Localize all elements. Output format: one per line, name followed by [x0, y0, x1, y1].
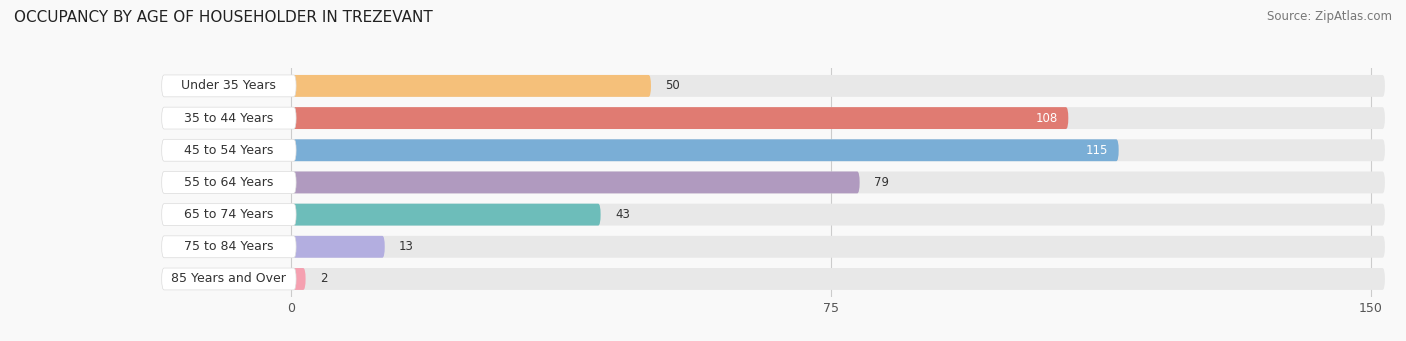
FancyBboxPatch shape — [291, 107, 1069, 129]
FancyBboxPatch shape — [162, 236, 1385, 258]
FancyBboxPatch shape — [291, 204, 600, 225]
FancyBboxPatch shape — [162, 236, 297, 258]
Text: Under 35 Years: Under 35 Years — [181, 79, 277, 92]
Text: 35 to 44 Years: 35 to 44 Years — [184, 112, 274, 124]
Text: 43: 43 — [614, 208, 630, 221]
FancyBboxPatch shape — [162, 139, 1385, 161]
FancyBboxPatch shape — [162, 204, 1385, 225]
FancyBboxPatch shape — [162, 172, 1385, 193]
FancyBboxPatch shape — [291, 268, 305, 290]
Text: 75 to 84 Years: 75 to 84 Years — [184, 240, 274, 253]
Text: 115: 115 — [1085, 144, 1108, 157]
FancyBboxPatch shape — [162, 268, 1385, 290]
FancyBboxPatch shape — [291, 172, 859, 193]
Text: 108: 108 — [1035, 112, 1057, 124]
Text: 45 to 54 Years: 45 to 54 Years — [184, 144, 274, 157]
FancyBboxPatch shape — [291, 139, 1119, 161]
FancyBboxPatch shape — [162, 75, 1385, 97]
Text: Source: ZipAtlas.com: Source: ZipAtlas.com — [1267, 10, 1392, 23]
Text: 55 to 64 Years: 55 to 64 Years — [184, 176, 274, 189]
FancyBboxPatch shape — [162, 75, 297, 97]
FancyBboxPatch shape — [162, 107, 1385, 129]
FancyBboxPatch shape — [162, 172, 297, 193]
FancyBboxPatch shape — [162, 268, 297, 290]
FancyBboxPatch shape — [162, 139, 297, 161]
Text: 85 Years and Over: 85 Years and Over — [172, 272, 287, 285]
Text: 50: 50 — [665, 79, 681, 92]
FancyBboxPatch shape — [162, 204, 297, 225]
Text: 65 to 74 Years: 65 to 74 Years — [184, 208, 274, 221]
Text: 13: 13 — [399, 240, 413, 253]
Text: 79: 79 — [875, 176, 889, 189]
FancyBboxPatch shape — [162, 107, 297, 129]
FancyBboxPatch shape — [291, 75, 651, 97]
Text: OCCUPANCY BY AGE OF HOUSEHOLDER IN TREZEVANT: OCCUPANCY BY AGE OF HOUSEHOLDER IN TREZE… — [14, 10, 433, 25]
FancyBboxPatch shape — [291, 236, 385, 258]
Text: 2: 2 — [321, 272, 328, 285]
